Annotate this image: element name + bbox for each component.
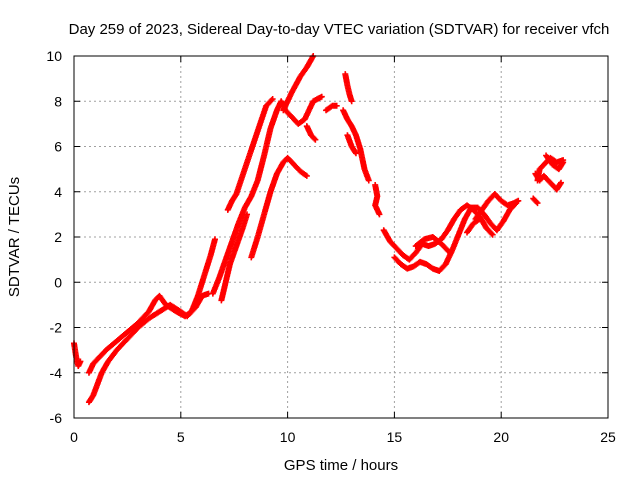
axis-ticks [73, 55, 609, 419]
data-point [77, 358, 84, 365]
y-tick-label: -2 [50, 320, 63, 336]
x-tick-label: 5 [177, 429, 185, 445]
y-tick-label: 0 [54, 274, 62, 290]
data-point [348, 98, 355, 105]
data-point [244, 211, 251, 218]
series-trace-v [532, 170, 565, 193]
series-trace-c [85, 236, 218, 376]
series-trace-s [464, 215, 483, 236]
series-trace-k [342, 71, 355, 105]
data-point [365, 177, 372, 184]
y-tick-label: 4 [54, 184, 62, 200]
data-point [533, 198, 540, 205]
data-point [268, 97, 275, 104]
y-tick-label: 2 [54, 229, 62, 245]
data-point [534, 200, 541, 207]
data-point [558, 179, 565, 186]
data-point [318, 93, 325, 100]
data-point [352, 150, 359, 157]
series-trace-l [340, 107, 372, 184]
data-point [211, 236, 218, 243]
y-tick-label: -4 [50, 365, 63, 381]
series-trace-e [218, 211, 251, 304]
x-tick-label: 15 [387, 429, 403, 445]
chart-title: Day 259 of 2023, Sidereal Day-to-day VTE… [69, 21, 610, 38]
y-tick-label: 10 [46, 48, 62, 64]
data-point [312, 136, 319, 143]
data-point [303, 172, 310, 179]
y-tick-label: 8 [54, 93, 62, 109]
y-axis-label: SDTVAR / TECUs [6, 177, 23, 297]
data-point [515, 197, 522, 204]
x-axis-label: GPS time / hours [284, 457, 398, 474]
data-point [488, 230, 495, 237]
data-point [560, 159, 567, 166]
data-points [71, 53, 567, 406]
data-point [446, 249, 453, 256]
series-trace-i [303, 123, 319, 143]
series-trace-g [280, 53, 317, 114]
data-point [269, 95, 276, 102]
series-trace-j [323, 102, 340, 114]
data-point [311, 135, 318, 142]
data-point [376, 211, 383, 218]
y-tick-label: -6 [50, 410, 63, 426]
x-tick-label: 10 [280, 429, 296, 445]
series-trace-q [412, 234, 453, 256]
data-point [333, 102, 340, 109]
series-trace-n [372, 181, 383, 218]
series-trace-m [344, 132, 359, 157]
y-tick-label: 6 [54, 139, 62, 155]
series-trace-r [472, 191, 522, 222]
data-point [489, 231, 496, 238]
series-trace-t [530, 195, 541, 207]
series-trace-f [248, 154, 310, 261]
x-tick-label: 0 [70, 429, 78, 445]
data-point [476, 215, 483, 222]
series-trace-w [543, 152, 567, 173]
y-tick-labels: -6 -4 -2 0 2 4 6 8 10 [46, 48, 62, 426]
series-trace-p [391, 200, 520, 274]
x-tick-label: 25 [600, 429, 616, 445]
grid-lines [74, 56, 608, 418]
series-trace-h [224, 95, 276, 213]
x-tick-label: 20 [493, 429, 509, 445]
data-point [445, 248, 452, 255]
x-tick-labels: 0 5 10 15 20 25 [70, 429, 616, 445]
series-trace-d [209, 93, 325, 297]
